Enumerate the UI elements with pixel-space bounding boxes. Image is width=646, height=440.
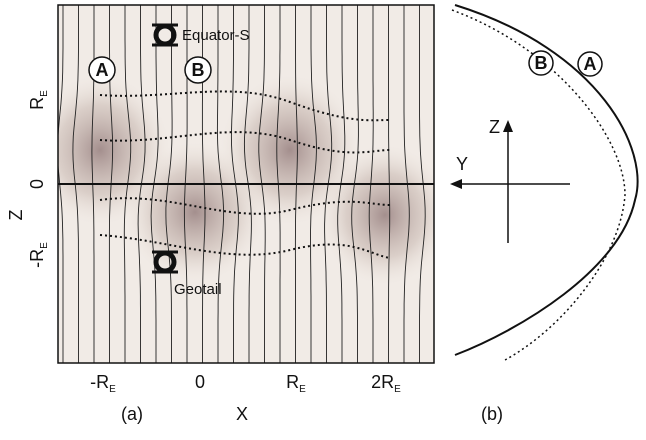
shade — [320, 145, 450, 285]
marker-label: B — [192, 60, 205, 80]
z-tick-label: RE — [27, 90, 50, 110]
arrow-head — [450, 179, 462, 189]
x-tick-label: RE — [286, 372, 306, 395]
marker-label: A — [96, 60, 109, 80]
z-title: Z — [6, 210, 26, 221]
spacecraft-label: Equator-S — [182, 27, 250, 44]
panel-label: (a) — [121, 404, 143, 424]
shade — [125, 142, 265, 282]
x-title: X — [236, 404, 248, 424]
x-tick-label: 0 — [195, 372, 205, 392]
spacecraft-label: Geotail — [174, 281, 222, 298]
marker-label: B — [535, 53, 548, 73]
x-tick-label: -RE — [90, 372, 116, 395]
arrow-head — [503, 120, 513, 132]
axis-label: Y — [456, 154, 468, 174]
axis-label: Z — [489, 117, 500, 137]
z-tick-label: 0 — [27, 179, 47, 189]
panel-label: (b) — [481, 404, 503, 424]
figure: A B Equator-S Geotail -RE 0 RE 2RE (a) X… — [0, 0, 646, 435]
marker-label: A — [584, 54, 597, 74]
z-tick-label: -RE — [27, 242, 50, 268]
x-tick-label: 2RE — [371, 372, 401, 395]
